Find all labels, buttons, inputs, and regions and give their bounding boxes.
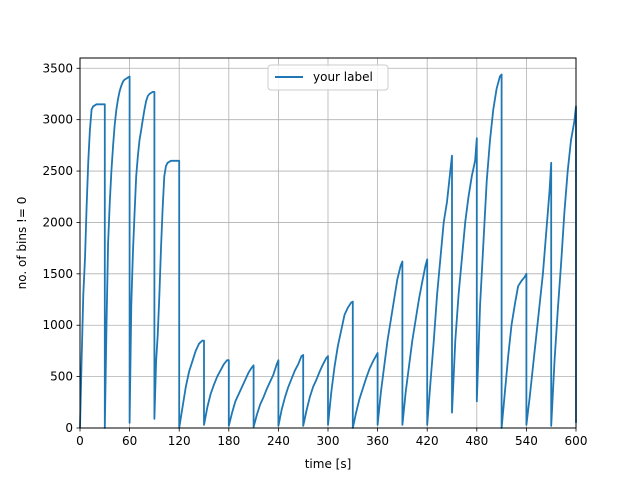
legend: your label xyxy=(267,64,389,91)
series-line-0 xyxy=(79,73,577,429)
y-tick-label: 1000 xyxy=(42,318,73,332)
x-tick-label: 300 xyxy=(317,434,340,448)
y-tick-label: 0 xyxy=(65,421,73,435)
x-tick-label: 360 xyxy=(366,434,389,448)
x-tick-label: 60 xyxy=(122,434,137,448)
axis-ticks: 0 60 120 180 240 300 360 420 480 540 600 0 500 1000 15… xyxy=(42,61,587,448)
y-tick-label: 2500 xyxy=(42,164,73,178)
y-tick-label: 3500 xyxy=(42,61,73,75)
x-tick-label: 420 xyxy=(416,434,439,448)
x-tick-label: 120 xyxy=(168,434,191,448)
x-tick-label: 480 xyxy=(465,434,488,448)
y-axis-label: no. of bins != 0 xyxy=(15,197,29,290)
y-tick-label: 2000 xyxy=(42,215,73,229)
x-tick-label: 180 xyxy=(217,434,240,448)
x-axis-label: time [s] xyxy=(305,457,352,471)
x-tick-label: 0 xyxy=(76,434,84,448)
series-lines xyxy=(79,73,577,429)
legend-entry-label: your label xyxy=(313,70,373,84)
x-tick-label: 540 xyxy=(515,434,538,448)
y-tick-label: 3000 xyxy=(42,113,73,127)
x-tick-label: 240 xyxy=(267,434,290,448)
legend-box xyxy=(267,64,389,91)
y-tick-label: 1500 xyxy=(42,267,73,281)
x-tick-label: 600 xyxy=(565,434,588,448)
y-tick-label: 500 xyxy=(50,370,73,384)
